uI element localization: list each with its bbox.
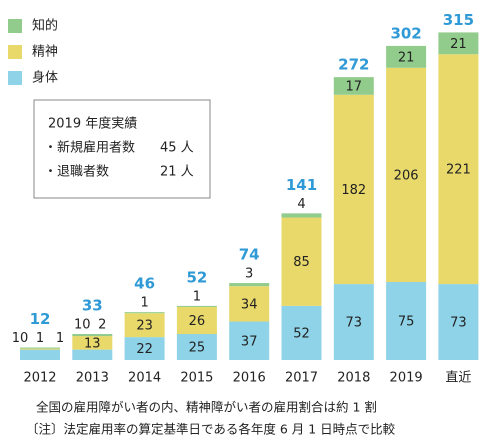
- value-label: 1: [56, 331, 64, 346]
- value-label: 73: [346, 316, 363, 331]
- total-label: 46: [134, 275, 155, 293]
- bar-segment: [229, 321, 270, 360]
- x-tick-label: 2012: [23, 371, 56, 386]
- value-label: 1: [140, 296, 148, 311]
- total-label: 272: [338, 56, 369, 74]
- x-tick-label: 2013: [76, 371, 109, 386]
- value-label: 52: [293, 326, 310, 341]
- bar-segment: [72, 349, 113, 360]
- bar-segment: [20, 349, 60, 360]
- bar-segment: [124, 313, 165, 338]
- bar-segment: [229, 283, 270, 287]
- legend-label: 知的: [32, 18, 58, 34]
- bar-segment: [386, 282, 427, 360]
- value-label: 2: [98, 318, 106, 333]
- bar-segment: [333, 77, 374, 95]
- value-label: 23: [136, 319, 153, 334]
- value-label: 10: [74, 318, 91, 333]
- value-label: 21: [398, 50, 415, 65]
- total-label: 12: [30, 310, 51, 328]
- value-label: 75: [398, 315, 415, 330]
- total-label: 74: [239, 246, 260, 264]
- bar-segment: [281, 217, 322, 306]
- legend-label: 精神: [32, 45, 58, 60]
- annotation-box: [33, 99, 211, 199]
- value-label: 4: [297, 197, 305, 212]
- total-label: 302: [390, 24, 421, 42]
- annotation-value: 45 人: [160, 141, 194, 156]
- bar-segment: [438, 32, 479, 55]
- value-label: 73: [450, 316, 467, 331]
- annotation-value: 21 人: [160, 165, 194, 180]
- annotation-label: ・新規雇用者数: [44, 140, 135, 156]
- bar-segment: [229, 286, 270, 322]
- total-label: 52: [186, 268, 207, 286]
- bar-segment: [438, 284, 479, 360]
- total-label: 33: [82, 297, 103, 315]
- bar-segment: [386, 45, 427, 68]
- value-label: 3: [245, 267, 253, 282]
- value-label: 1: [193, 289, 201, 304]
- value-label: 25: [189, 341, 206, 356]
- value-label: 37: [241, 334, 258, 349]
- bar-segment: [176, 334, 217, 360]
- bar-segment: [72, 336, 113, 350]
- bar-segment: [176, 306, 217, 334]
- x-tick-label: 直近: [445, 371, 471, 386]
- bar-segment: [72, 334, 113, 337]
- x-tick-label: 2016: [233, 371, 266, 386]
- value-label: 1: [36, 331, 44, 346]
- legend-label: 身体: [32, 70, 58, 86]
- bar-segment: [386, 67, 427, 282]
- legend-swatch: [8, 71, 22, 85]
- value-label: 21: [450, 37, 467, 52]
- value-label: 10: [12, 331, 29, 346]
- bar-segment: [281, 305, 322, 360]
- value-label: 221: [446, 163, 471, 178]
- footnote: 〔注〕法定雇用率の算定基準日である各年度 6 月 1 日時点で比較: [26, 422, 396, 437]
- total-label: 141: [286, 176, 317, 194]
- bar-segment: [124, 312, 165, 314]
- value-label: 182: [341, 183, 366, 198]
- bar-segment: [20, 348, 60, 350]
- value-label: 26: [189, 314, 206, 329]
- bar-segment: [281, 213, 322, 218]
- x-tick-label: 2014: [128, 371, 161, 386]
- legend-swatch: [8, 45, 22, 59]
- value-label: 206: [394, 168, 419, 183]
- value-label: 22: [136, 342, 153, 357]
- annotation-title: 2019 年度実績: [48, 116, 137, 132]
- x-tick-label: 2015: [180, 371, 213, 386]
- legend-swatch: [8, 19, 22, 33]
- value-label: 13: [84, 336, 101, 351]
- value-label: 85: [293, 255, 310, 270]
- bar-segment: [20, 347, 60, 349]
- total-label: 315: [443, 11, 474, 29]
- bar-segment: [333, 94, 374, 285]
- bar-segment: [124, 337, 165, 360]
- value-label: 34: [241, 297, 258, 312]
- annotation-label: ・退職者数: [44, 165, 109, 180]
- bar-segment: [438, 54, 479, 285]
- x-tick-label: 2019: [390, 371, 423, 386]
- bar-segment: [333, 284, 374, 360]
- x-tick-label: 2017: [285, 371, 318, 386]
- value-label: 17: [346, 79, 363, 94]
- x-tick-label: 2018: [337, 371, 370, 386]
- footnote: 全国の雇用障がい者の内、精神障がい者の雇用割合は約 1 割: [36, 400, 377, 415]
- bar-segment: [176, 305, 217, 307]
